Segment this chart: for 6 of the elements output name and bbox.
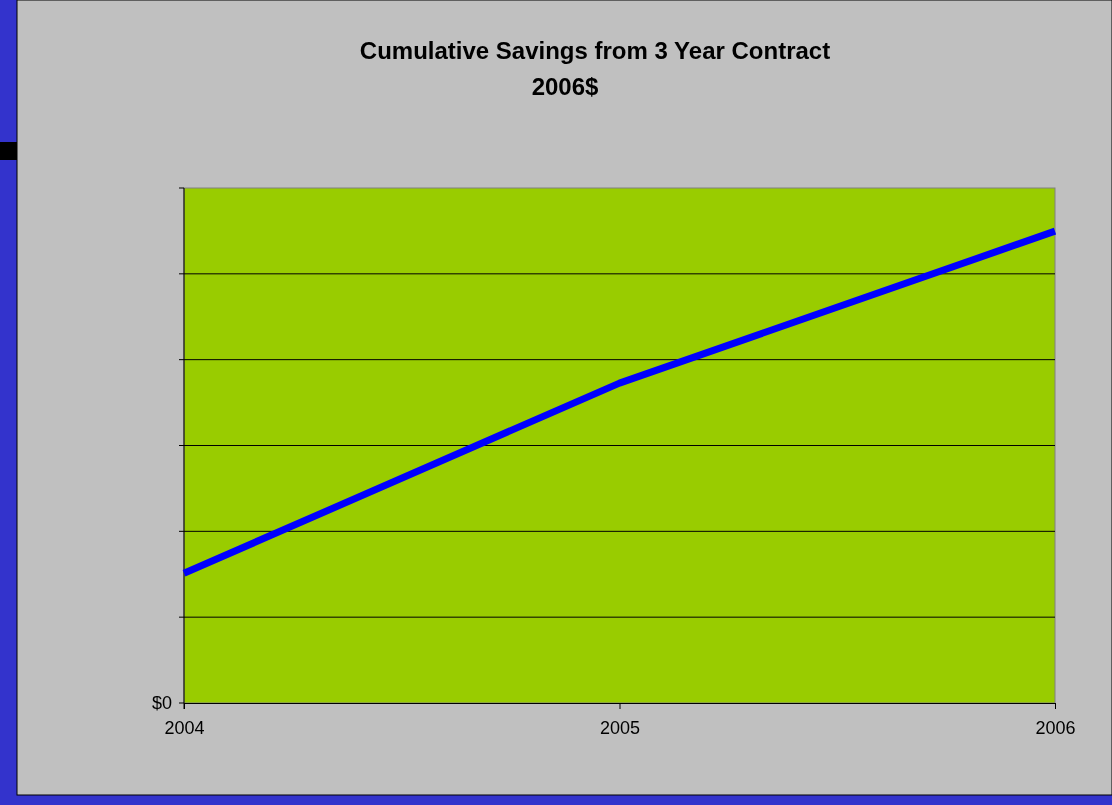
text: $0 <box>151 693 172 714</box>
x-tick-label: 2006 <box>1035 717 1076 738</box>
x-tick-label: 2005 <box>599 717 641 738</box>
chart-subtitle: 2006$ <box>531 73 600 100</box>
x-tick-label: 2004 <box>164 717 205 738</box>
chart-title: Cumulative Savings from 3 Year Contract <box>359 37 831 64</box>
